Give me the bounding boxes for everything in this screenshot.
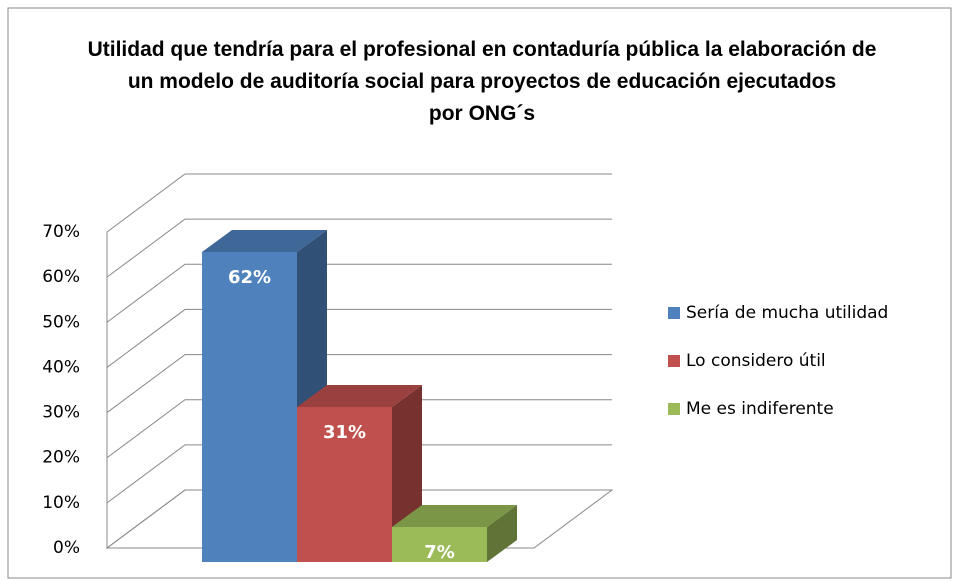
grid-line [106, 399, 612, 459]
grid-line [106, 444, 612, 504]
bar-front [392, 527, 487, 562]
y-tick-label: 0% [53, 538, 80, 558]
bar [392, 505, 517, 562]
value-label: 31% [323, 422, 366, 443]
value-label: 62% [228, 267, 271, 288]
legend-swatch [668, 355, 680, 367]
grid-line [106, 263, 612, 323]
y-tick-label: 60% [42, 267, 80, 287]
y-tick-label: 10% [42, 493, 80, 513]
bar-side [487, 505, 517, 562]
bar-top [297, 385, 422, 407]
bar-top [202, 230, 327, 252]
grid-line [106, 308, 612, 368]
legend-label: Me es indiferente [686, 399, 834, 419]
y-tick-label: 40% [42, 357, 80, 377]
y-tick-label: 50% [42, 312, 80, 332]
y-tick-label: 70% [42, 222, 80, 242]
grid-line [106, 173, 612, 233]
bar-top [392, 505, 517, 527]
grid-line [106, 489, 612, 549]
y-tick-label: 20% [42, 448, 80, 468]
y-tick-label: 30% [42, 403, 80, 423]
chart-border [7, 7, 952, 579]
grid-line [106, 218, 612, 278]
grid-line [106, 354, 612, 413]
legend-swatch [668, 307, 680, 319]
bar-front [297, 407, 392, 562]
legend-label: Sería de mucha utilidad [686, 303, 888, 323]
bar-front [202, 252, 297, 562]
chart-title: Utilidad que tendría para el profesional… [88, 38, 877, 125]
legend-swatch [668, 403, 680, 415]
legend-label: Lo considero útil [686, 351, 826, 371]
value-label: 7% [424, 542, 455, 563]
